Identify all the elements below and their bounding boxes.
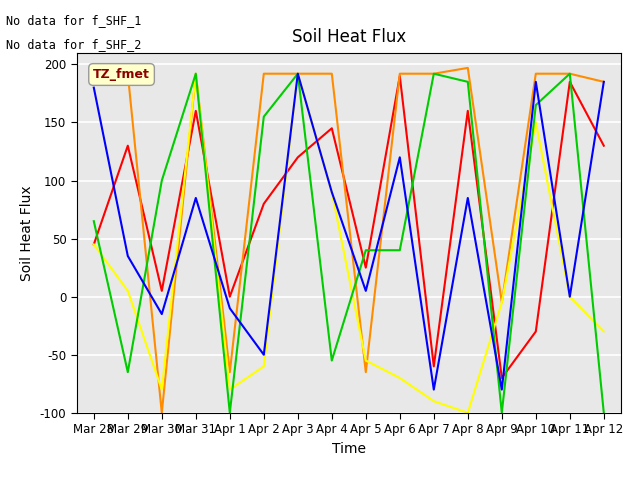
SHF1 (158, 288, 166, 294)
SHF5 (226, 305, 234, 311)
SHF1 (328, 125, 335, 131)
Text: No data for f_SHF_1: No data for f_SHF_1 (6, 14, 142, 27)
SHF5 (600, 79, 607, 84)
SHF3 (362, 358, 370, 363)
SHF1 (464, 108, 472, 114)
SHF3 (464, 410, 472, 416)
SHF3 (600, 329, 607, 335)
SHF2 (124, 71, 132, 77)
SHF1 (124, 143, 132, 149)
SHF1 (192, 108, 200, 114)
Y-axis label: Soil Heat Flux: Soil Heat Flux (20, 185, 34, 281)
SHF3 (192, 71, 200, 77)
Line: SHF2: SHF2 (94, 68, 604, 413)
SHF2 (396, 71, 404, 77)
SHF4 (464, 79, 472, 84)
SHF4 (566, 71, 573, 77)
SHF5 (566, 294, 573, 300)
SHF5 (328, 189, 335, 195)
SHF1 (532, 329, 540, 335)
SHF3 (328, 189, 335, 195)
SHF4 (328, 358, 335, 363)
SHF2 (226, 369, 234, 375)
SHF1 (600, 143, 607, 149)
SHF4 (158, 178, 166, 183)
SHF2 (430, 71, 438, 77)
SHF5 (192, 195, 200, 201)
SHF1 (260, 201, 268, 207)
SHF5 (294, 71, 301, 77)
SHF5 (498, 387, 506, 393)
SHF2 (532, 71, 540, 77)
SHF4 (532, 102, 540, 108)
SHF1 (430, 363, 438, 369)
SHF4 (362, 247, 370, 253)
Line: SHF4: SHF4 (94, 74, 604, 413)
SHF3 (396, 375, 404, 381)
Text: No data for f_SHF_2: No data for f_SHF_2 (6, 38, 142, 51)
SHF3 (498, 300, 506, 305)
SHF3 (158, 387, 166, 393)
SHF2 (498, 300, 506, 305)
SHF5 (124, 253, 132, 259)
SHF5 (396, 155, 404, 160)
SHF3 (260, 363, 268, 369)
SHF3 (124, 288, 132, 294)
SHF4 (294, 71, 301, 77)
SHF4 (600, 410, 607, 416)
SHF2 (600, 79, 607, 84)
SHF5 (90, 85, 98, 91)
SHF5 (430, 387, 438, 393)
SHF4 (498, 410, 506, 416)
SHF2 (566, 71, 573, 77)
SHF2 (260, 71, 268, 77)
SHF5 (362, 288, 370, 294)
SHF2 (328, 71, 335, 77)
SHF1 (396, 73, 404, 79)
Text: TZ_fmet: TZ_fmet (93, 68, 150, 81)
SHF4 (260, 114, 268, 120)
SHF1 (362, 265, 370, 271)
SHF3 (566, 294, 573, 300)
SHF5 (158, 311, 166, 317)
SHF1 (90, 241, 98, 247)
SHF4 (226, 410, 234, 416)
SHF1 (566, 79, 573, 84)
SHF4 (124, 369, 132, 375)
SHF2 (158, 410, 166, 416)
SHF4 (430, 71, 438, 77)
SHF5 (260, 352, 268, 358)
SHF3 (430, 398, 438, 404)
SHF4 (396, 247, 404, 253)
Title: Soil Heat Flux: Soil Heat Flux (292, 28, 406, 46)
SHF2 (294, 71, 301, 77)
SHF3 (90, 241, 98, 247)
SHF4 (192, 71, 200, 77)
SHF5 (464, 195, 472, 201)
SHF3 (226, 387, 234, 393)
SHF2 (90, 79, 98, 84)
Line: SHF1: SHF1 (94, 76, 604, 378)
Legend: SHF1, SHF2, SHF3, SHF4, SHF5: SHF1, SHF2, SHF3, SHF4, SHF5 (159, 477, 538, 480)
SHF2 (464, 65, 472, 71)
SHF3 (294, 71, 301, 77)
SHF2 (192, 71, 200, 77)
SHF1 (294, 155, 301, 160)
SHF1 (226, 294, 234, 300)
SHF4 (90, 218, 98, 224)
SHF5 (532, 79, 540, 84)
X-axis label: Time: Time (332, 442, 366, 456)
SHF1 (498, 375, 506, 381)
Line: SHF3: SHF3 (94, 74, 604, 413)
SHF2 (362, 369, 370, 375)
Line: SHF5: SHF5 (94, 74, 604, 390)
SHF3 (532, 120, 540, 125)
